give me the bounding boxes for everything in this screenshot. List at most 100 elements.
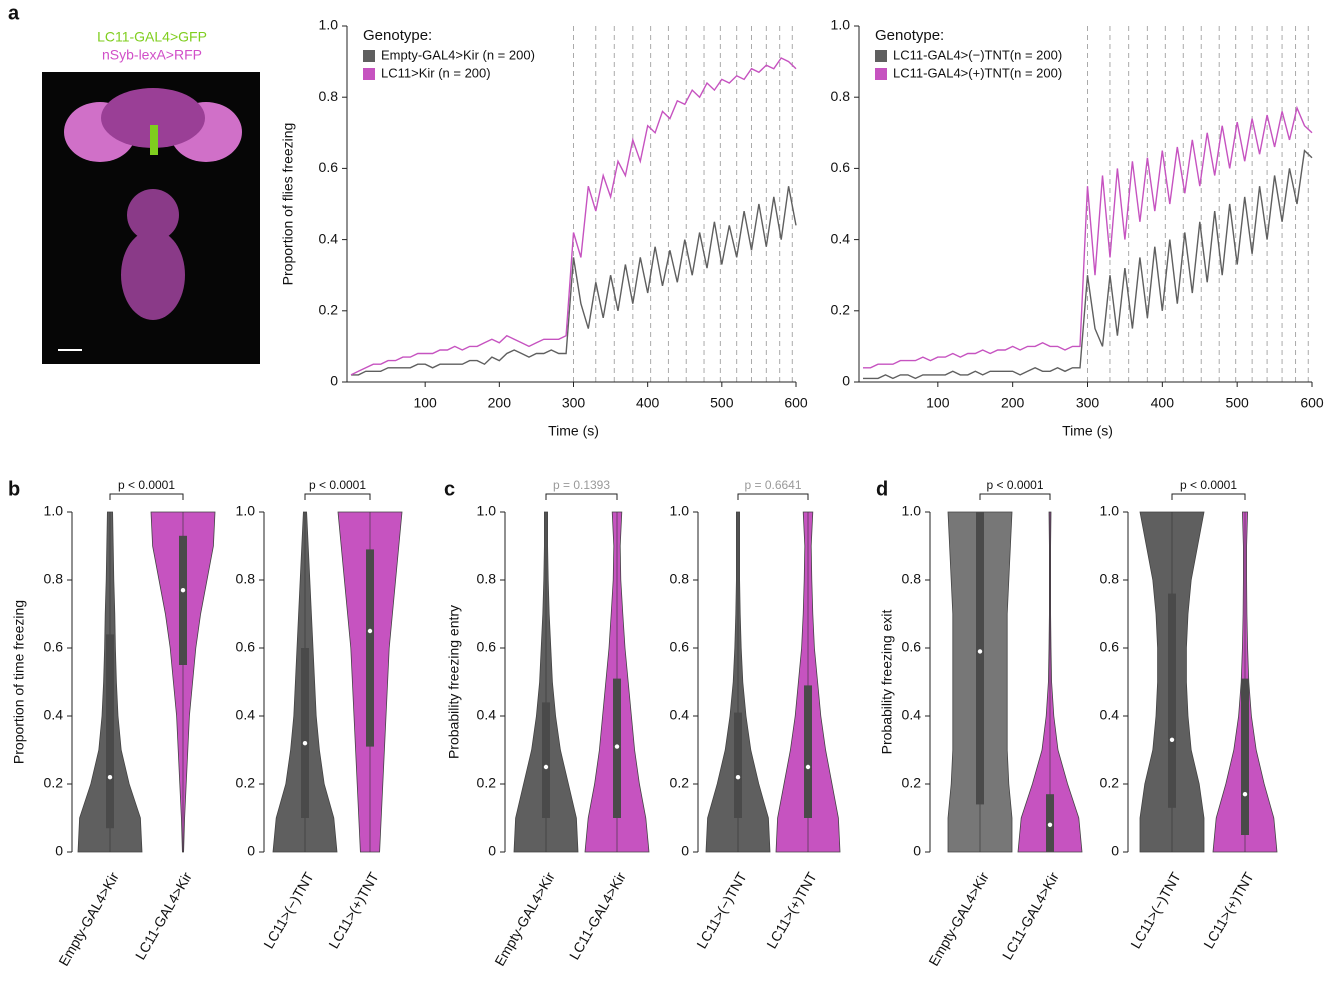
category-label: LC11>(−)TNT (693, 869, 750, 951)
y-tick-label: 0.4 (477, 707, 497, 723)
panel-label: a (8, 2, 20, 24)
y-axis-label: Probability freezing entry (446, 605, 462, 759)
p-value: p = 0.1393 (553, 478, 610, 492)
y-tick-label: 0.6 (670, 639, 690, 655)
y-tick-label: 1.0 (477, 503, 497, 519)
legend-label: LC11-GAL4>(+)TNT(n = 200) (893, 65, 1062, 80)
y-tick-label: 0 (913, 843, 921, 859)
legend-swatch (875, 68, 887, 80)
x-tick-label: 500 (710, 395, 734, 411)
category-label: LC11>(−)TNT (260, 869, 317, 951)
series-line (863, 105, 1313, 369)
series-line (863, 149, 1313, 380)
legend-swatch (363, 68, 375, 80)
x-tick-label: 300 (1076, 395, 1100, 411)
category-label: Empty-GAL4>Kir (925, 869, 992, 969)
median (977, 649, 983, 654)
category-label: LC11-GAL4>Kir (132, 869, 195, 962)
y-tick-label: 0.4 (831, 230, 851, 246)
x-tick-label: 100 (413, 395, 437, 411)
category-label: LC11>(+)TNT (1200, 869, 1257, 951)
legend-swatch (363, 50, 375, 62)
x-tick-label: 100 (926, 395, 950, 411)
p-value: p = 0.6641 (744, 478, 801, 492)
category-label: LC11-GAL4>Kir (999, 869, 1062, 962)
y-tick-label: 0.6 (319, 159, 339, 175)
legend-label: LC11>Kir (n = 200) (381, 65, 491, 80)
p-value: p < 0.0001 (1180, 478, 1237, 492)
x-tick-label: 400 (1151, 395, 1175, 411)
x-tick-label: 300 (562, 395, 586, 411)
y-tick-label: 0.4 (902, 707, 922, 723)
y-tick-label: 0.8 (44, 571, 64, 587)
y-tick-label: 0.6 (902, 639, 922, 655)
x-tick-label: 200 (488, 395, 512, 411)
y-tick-label: 0.4 (44, 707, 64, 723)
category-label: LC11>(+)TNT (763, 869, 820, 951)
median (302, 741, 308, 746)
median (543, 764, 549, 770)
y-axis-label: Proportion of flies freezing (280, 123, 296, 286)
y-tick-label: 0.2 (1100, 775, 1120, 791)
y-tick-label: 1.0 (831, 17, 851, 33)
x-tick-label: 400 (636, 395, 660, 411)
median (805, 764, 811, 770)
legend-swatch (875, 50, 887, 62)
y-tick-label: 0.8 (1100, 571, 1120, 587)
y-tick-label: 1.0 (1100, 503, 1120, 519)
x-tick-label: 500 (1225, 395, 1249, 411)
p-value: p < 0.0001 (309, 478, 366, 492)
iqr-box (301, 648, 309, 818)
y-tick-label: 0.4 (236, 707, 256, 723)
category-label: Empty-GAL4>Kir (55, 869, 122, 969)
y-tick-label: 1.0 (44, 503, 64, 519)
legend-label: Empty-GAL4>Kir (n = 200) (381, 47, 535, 62)
median (735, 775, 741, 780)
y-tick-label: 1.0 (319, 17, 339, 33)
panel-label: c (444, 478, 455, 500)
y-tick-label: 0.2 (319, 302, 339, 318)
y-tick-label: 1.0 (670, 503, 690, 519)
y-tick-label: 0.4 (670, 707, 690, 723)
y-tick-label: 0.6 (831, 159, 851, 175)
y-tick-label: 0.8 (831, 88, 851, 104)
y-tick-label: 0.4 (1100, 707, 1120, 723)
iqr-box (734, 712, 742, 818)
y-tick-label: 1.0 (236, 503, 256, 519)
x-tick-label: 600 (1300, 395, 1324, 411)
significance-bracket (304, 493, 371, 500)
y-tick-label: 0 (488, 843, 496, 859)
x-tick-label: 200 (1001, 395, 1025, 411)
y-tick-label: 1.0 (902, 503, 922, 519)
iqr-box (542, 702, 550, 818)
y-tick-label: 0.8 (477, 571, 497, 587)
legend-title: Genotype: (363, 27, 432, 44)
micrograph (42, 72, 260, 364)
iqr-box (366, 549, 374, 747)
y-tick-label: 0.2 (236, 775, 256, 791)
image-label: nSyb-lexA>RFP (102, 47, 202, 63)
y-tick-label: 0.2 (44, 775, 64, 791)
iqr-box (804, 685, 812, 818)
image-label: LC11-GAL4>GFP (97, 29, 207, 45)
panel-label: b (8, 478, 20, 500)
iqr-box (1168, 593, 1176, 808)
y-tick-label: 0.6 (477, 639, 497, 655)
median (180, 588, 186, 593)
y-tick-label: 0.2 (831, 302, 851, 318)
median (1242, 792, 1248, 797)
significance-bracket (1171, 493, 1246, 500)
iqr-box (179, 535, 187, 665)
legend-label: LC11-GAL4>(−)TNT(n = 200) (893, 47, 1062, 62)
median (1047, 822, 1053, 827)
category-label: Empty-GAL4>Kir (491, 869, 558, 969)
y-axis-label: Probability freezing exit (879, 610, 895, 755)
category-label: LC11>(−)TNT (1127, 869, 1184, 951)
iqr-box (1241, 678, 1249, 835)
x-axis-label: Time (s) (548, 423, 599, 439)
y-tick-label: 0.2 (477, 775, 497, 791)
y-tick-label: 0 (1111, 843, 1119, 859)
category-label: LC11>(+)TNT (325, 869, 382, 951)
significance-bracket (737, 493, 809, 500)
